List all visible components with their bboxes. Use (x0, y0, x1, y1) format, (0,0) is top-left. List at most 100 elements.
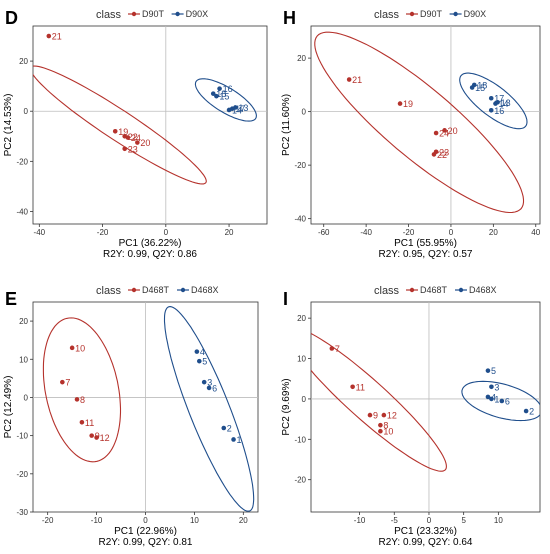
point-label: 10 (75, 343, 85, 353)
legend-entry-d90x: D90X (464, 9, 487, 19)
data-point (433, 149, 439, 155)
point-label: 7 (335, 344, 340, 354)
y-tick-label: -10 (16, 432, 28, 441)
data-point (485, 368, 491, 373)
data-point (194, 349, 200, 354)
y-tick-label: -20 (294, 161, 306, 170)
x-tick-label: 5 (461, 516, 466, 525)
x-axis-label: PC1 (23.32%) (394, 526, 457, 537)
legend-key-dot (409, 287, 415, 293)
legend-entry-d468x: D468X (191, 285, 219, 295)
confidence-ellipse-t (42, 317, 122, 463)
data-point (94, 435, 99, 440)
y-tick-label: 0 (302, 108, 307, 117)
point-label: 22 (437, 150, 447, 160)
data-point (112, 128, 118, 134)
x-tick-label: -20 (97, 228, 109, 237)
data-point (135, 140, 140, 145)
x-tick-label: -40 (360, 228, 372, 237)
point-label: 15 (219, 92, 229, 102)
y-tick-label: -40 (16, 207, 28, 216)
y-axis-label: PC2 (9.69%) (281, 378, 292, 435)
data-point (488, 95, 494, 101)
data-point (523, 408, 529, 414)
legend: class D468T D468X (374, 285, 497, 297)
x-tick-label: 0 (164, 228, 169, 237)
legend-key-dot (131, 287, 137, 293)
point-label: 18 (216, 89, 226, 99)
point-label: 20 (140, 138, 150, 148)
point-label: 8 (383, 421, 388, 431)
point-label: 24 (131, 133, 141, 143)
legend-title: class (374, 285, 400, 297)
data-point (201, 379, 207, 385)
model-stats: R2Y: 0.99, Q2Y: 0.86 (103, 249, 197, 260)
data-point (217, 86, 222, 91)
data-point (221, 425, 227, 431)
point-label: 12 (387, 411, 397, 421)
point-label: 7 (65, 378, 70, 388)
y-tick-label: 20 (297, 314, 306, 323)
y-tick-label: -20 (16, 470, 28, 479)
data-point (60, 379, 65, 385)
point-label: 6 (505, 396, 510, 406)
y-tick-label: 10 (19, 355, 28, 364)
data-point (229, 106, 235, 112)
x-tick-label: 0 (427, 516, 432, 525)
confidence-ellipse-x (459, 72, 528, 130)
data-point (378, 428, 383, 434)
y-tick-label: 20 (297, 54, 306, 63)
point-label: 3 (494, 382, 499, 392)
point-label: 8 (80, 395, 85, 405)
legend-key-dot (458, 287, 464, 293)
point-label: 5 (202, 357, 207, 367)
y-tick-label: 0 (24, 393, 29, 402)
point-label: 20 (448, 126, 458, 136)
point-label: 13 (238, 103, 248, 113)
data-point (489, 384, 494, 390)
point-label: 14 (232, 105, 242, 115)
data-point (350, 384, 355, 390)
confidence-ellipse-x (194, 78, 257, 122)
point-label: 1 (237, 435, 242, 445)
data-point (231, 437, 236, 442)
point-label: 19 (118, 127, 128, 137)
legend-title: class (374, 9, 400, 21)
x-tick-label: -40 (34, 228, 46, 237)
point-label: 23 (439, 147, 449, 157)
confidence-ellipse-x (163, 306, 255, 512)
legend-key-dot (453, 11, 458, 17)
y-tick-label: 0 (24, 107, 29, 116)
legend-key-dot (180, 287, 186, 293)
point-label: 10 (383, 427, 393, 437)
point-label: 2 (529, 407, 534, 417)
point-label: 16 (494, 106, 504, 116)
plot-border (32, 25, 268, 225)
point-label: 6 (212, 383, 217, 393)
point-label: 12 (100, 433, 110, 443)
x-tick-label: 20 (489, 228, 498, 237)
point-label: 24 (439, 129, 449, 139)
data-point (488, 107, 494, 113)
data-point (329, 346, 335, 351)
point-label: 1 (494, 394, 499, 404)
data-point (74, 397, 80, 402)
point-label: 16 (223, 84, 233, 94)
point-label: 22 (128, 132, 138, 142)
y-tick-label: -20 (16, 157, 28, 166)
legend-entry-d90t: D90T (142, 9, 165, 19)
data-point (122, 146, 128, 152)
data-point (493, 101, 498, 106)
data-point (367, 412, 373, 418)
data-point (89, 433, 94, 438)
legend-key-dot (175, 11, 180, 17)
plot-border (310, 301, 541, 513)
panel-letter: I (283, 289, 288, 309)
legend-entry-d90x: D90X (186, 9, 209, 19)
point-label: 4 (491, 392, 496, 402)
confidence-ellipse-x (461, 380, 540, 422)
